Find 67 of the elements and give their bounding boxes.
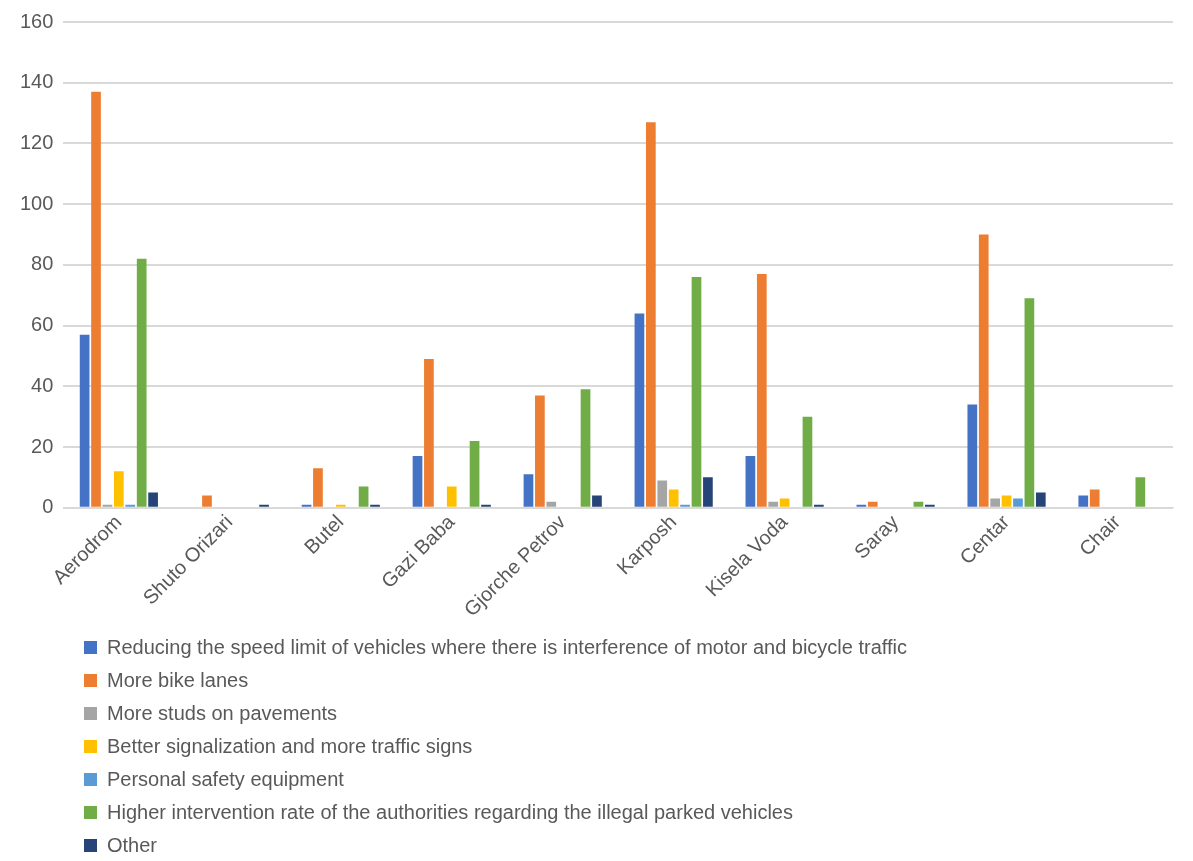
legend-label: More bike lanes (107, 669, 249, 692)
bar (301, 504, 312, 507)
y-tick-label: 20 (31, 434, 54, 457)
bar (967, 404, 978, 507)
bar (924, 504, 935, 507)
bar (446, 486, 457, 507)
bar (546, 501, 557, 507)
y-tick-label: 0 (42, 495, 54, 518)
bar (335, 504, 346, 507)
y-tick-label: 160 (19, 9, 54, 32)
y-tick-label: 40 (31, 373, 54, 396)
bar (370, 504, 380, 507)
bar (535, 395, 545, 507)
bar (978, 234, 989, 507)
bar (1013, 498, 1023, 507)
legend-label: More studs on pavements (107, 702, 338, 725)
bar (680, 504, 690, 507)
bar (1024, 298, 1035, 507)
bar (990, 498, 1000, 507)
bar (1135, 477, 1146, 507)
bar (523, 474, 534, 507)
legend-label: Reducing the speed limit of vehicles where there is interference of motor and bicycle traffic (107, 636, 908, 659)
bar (856, 504, 867, 507)
bar (136, 258, 147, 507)
legend-label: Other (107, 834, 158, 857)
bar (756, 273, 767, 507)
bar (814, 504, 824, 507)
y-tick-label: 60 (31, 313, 54, 336)
bar (657, 480, 668, 507)
bar (867, 501, 878, 507)
bar (424, 358, 434, 507)
bar (580, 389, 591, 507)
bar (102, 504, 113, 507)
y-tick-label: 120 (19, 130, 54, 153)
bar (1035, 492, 1046, 507)
bar (91, 91, 101, 507)
bar (703, 477, 713, 507)
bar (802, 416, 813, 507)
bar (913, 501, 924, 507)
bar (1089, 489, 1100, 507)
legend-label: Higher intervention rate of the authorities regarding the illegal parked vehicles (107, 801, 793, 824)
bar (745, 456, 756, 507)
bar (668, 489, 679, 507)
y-tick-label: 140 (19, 70, 54, 93)
bar (202, 495, 212, 507)
y-tick-label: 100 (19, 191, 54, 214)
bar (114, 471, 124, 507)
bar (1001, 495, 1012, 507)
bar (634, 313, 645, 507)
bar (148, 492, 158, 507)
bar (481, 504, 491, 507)
y-tick-label: 80 (31, 252, 54, 275)
bar (469, 440, 480, 507)
bar (645, 122, 656, 507)
bar (779, 498, 790, 507)
legend-label: Better signalization and more traffic signs (107, 735, 473, 758)
bar (691, 277, 702, 507)
bar (412, 456, 423, 507)
bar (125, 504, 136, 507)
legend-label: Personal safety equipment (107, 768, 344, 791)
bar (768, 501, 779, 507)
bar (592, 495, 602, 507)
bar (358, 486, 369, 507)
bar (313, 468, 323, 507)
bar (79, 334, 90, 507)
bar (259, 504, 269, 507)
bar (1078, 495, 1089, 507)
